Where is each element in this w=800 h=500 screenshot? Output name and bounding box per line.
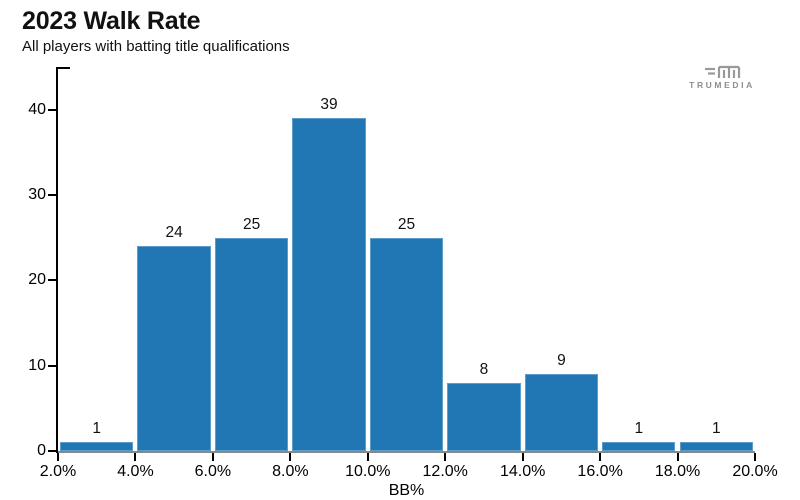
- x-tick-label: 2.0%: [39, 463, 77, 480]
- histogram-bar: [369, 238, 444, 451]
- bar-value-label: 39: [320, 96, 338, 113]
- chart-title: 2023 Walk Rate: [22, 7, 201, 35]
- bar-value-label: 9: [557, 352, 566, 369]
- bar-value-label: 1: [634, 420, 644, 437]
- bar-value-label: 25: [397, 216, 416, 233]
- x-tick-label: 4.0%: [117, 463, 154, 480]
- bar-value-label: 25: [242, 216, 261, 233]
- histogram-bar: [137, 246, 211, 451]
- y-tick: [48, 450, 56, 452]
- y-tick-label: 40: [28, 100, 46, 118]
- x-tick-label: 16.0%: [577, 463, 623, 480]
- y-tick-label: 10: [28, 356, 46, 374]
- bar-value-label: 1: [92, 420, 101, 437]
- y-axis-line: [56, 67, 58, 453]
- y-tick: [48, 108, 56, 111]
- histogram-bar: [214, 238, 289, 451]
- histogram-bar: [602, 442, 676, 451]
- x-tick-label: 10.0%: [345, 463, 391, 480]
- histogram-bar: [60, 442, 134, 451]
- chart-subtitle: All players with batting title qualifica…: [22, 38, 290, 55]
- bar-value-label: 1: [711, 420, 721, 437]
- bar-value-label: 8: [479, 361, 489, 378]
- bar-value-label: 24: [165, 224, 183, 241]
- x-tick-label: 12.0%: [422, 463, 468, 480]
- x-tick-label: 8.0%: [272, 463, 309, 480]
- histogram-bar: [447, 383, 521, 451]
- x-tick: [211, 453, 214, 461]
- trumedia-logo: TRUMEDIA: [688, 63, 756, 90]
- y-tick: [48, 364, 56, 367]
- x-tick: [521, 453, 524, 461]
- y-tick-label: 0: [37, 442, 46, 459]
- x-tick: [134, 453, 137, 461]
- y-tick: [48, 279, 56, 282]
- x-tick: [366, 453, 369, 461]
- x-tick-label: 18.0%: [654, 463, 701, 480]
- x-tick-label: 20.0%: [732, 463, 778, 480]
- x-tick: [599, 453, 602, 461]
- x-tick: [444, 453, 447, 461]
- x-axis-title: BB%: [388, 482, 425, 499]
- x-tick: [289, 453, 292, 461]
- y-tick: [48, 194, 56, 196]
- x-tick: [57, 453, 59, 461]
- histogram-bar: [679, 442, 753, 451]
- histogram-bar: [292, 118, 366, 451]
- histogram-bar: [524, 374, 599, 451]
- trumedia-logo-icon: [705, 65, 741, 78]
- x-tick-label: 14.0%: [499, 463, 546, 480]
- x-tick: [676, 453, 679, 461]
- chart-header: 2023 Walk Rate All players with batting …: [22, 6, 290, 56]
- x-tick: [754, 453, 756, 461]
- y-tick-label: 20: [28, 271, 46, 289]
- trumedia-logo-text: TRUMEDIA: [689, 80, 755, 90]
- y-axis-top-cap: [56, 67, 70, 69]
- y-tick-label: 30: [28, 186, 46, 203]
- x-axis-line: [56, 451, 755, 453]
- x-tick-label: 6.0%: [194, 463, 232, 480]
